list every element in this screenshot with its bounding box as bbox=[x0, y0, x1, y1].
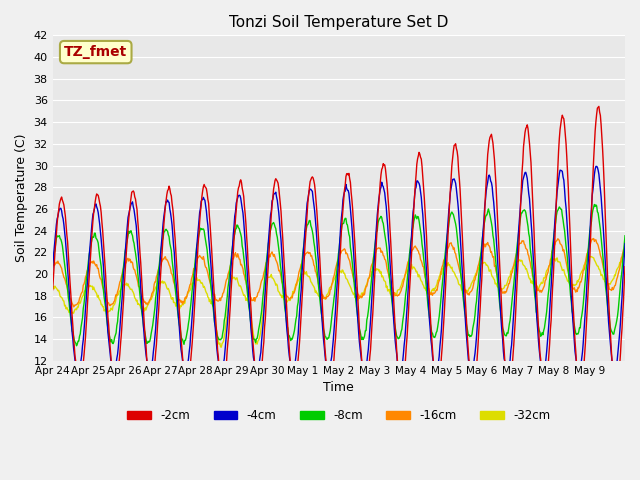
Legend: -2cm, -4cm, -8cm, -16cm, -32cm: -2cm, -4cm, -8cm, -16cm, -32cm bbox=[122, 404, 555, 427]
Text: TZ_fmet: TZ_fmet bbox=[64, 45, 127, 59]
Title: Tonzi Soil Temperature Set D: Tonzi Soil Temperature Set D bbox=[229, 15, 449, 30]
Y-axis label: Soil Temperature (C): Soil Temperature (C) bbox=[15, 134, 28, 262]
X-axis label: Time: Time bbox=[323, 381, 354, 394]
